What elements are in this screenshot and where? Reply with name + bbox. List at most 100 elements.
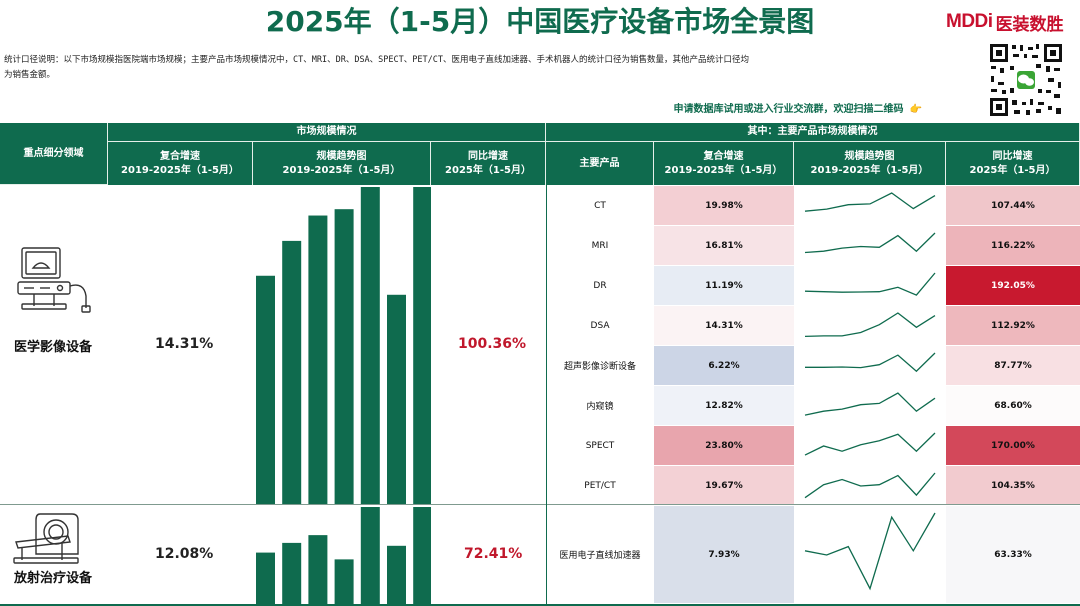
trend-bar (308, 535, 328, 604)
sparkline-path (804, 512, 936, 591)
header-product-yoy-line2: 2025年（1-5月） (969, 164, 1056, 176)
header-product-yoy: 同比增速 2025年（1-5月） (946, 142, 1080, 185)
product-name: 内窥镜 (546, 386, 654, 425)
sparkline-path (804, 392, 936, 416)
page-title: 2025年（1-5月）中国医疗设备市场全景图 (265, 5, 815, 38)
trend-bar (256, 275, 275, 504)
sparkline-path (805, 352, 936, 373)
segment-divider (0, 504, 1080, 505)
product-name-text: PET/CT (584, 480, 616, 491)
note-line-1: 统计口径说明：以下市场规模指医院端市场规模；主要产品市场规模情况中，CT、MRI… (4, 55, 749, 65)
product-yoy: 87.77% (946, 346, 1080, 385)
product-cagr-text: 19.67% (705, 480, 743, 491)
product-yoy-text: 192.05% (991, 280, 1035, 291)
product-yoy-text: 87.77% (994, 360, 1032, 371)
product-trend-sparkline (804, 472, 936, 499)
apply-banner[interactable]: 申请数据库试用或进入行业交流群，欢迎扫描二维码 👉 (600, 100, 922, 115)
product-cagr-text: 23.80% (705, 440, 743, 451)
trend-bar (308, 215, 328, 504)
header-cagr-line2: 2019-2025年（1-5月） (121, 164, 239, 176)
ultrasound-machine-icon (17, 247, 91, 313)
logo-mark: MDDi (946, 11, 993, 32)
sparkline-path (804, 312, 936, 338)
product-yoy-text: 68.60% (994, 400, 1032, 411)
product-trend-sparkline (804, 432, 936, 456)
product-trend-sparkline (805, 352, 936, 373)
product-name-text: 超声影像诊断设备 (563, 362, 636, 372)
product-yoy: 104.35% (946, 466, 1080, 505)
trend-bar (334, 559, 354, 604)
product-name-text: DR (593, 280, 607, 291)
product-yoy-text: 112.92% (991, 320, 1035, 331)
trend-bar (334, 209, 354, 504)
product-name: MRI (546, 226, 654, 265)
header-trend-line1: 规模趋势图 (316, 150, 367, 162)
product-yoy-text: 116.22% (991, 240, 1035, 251)
product-cagr: 11.19% (654, 266, 794, 305)
product-name: CT (546, 186, 654, 225)
header-product-cagr-line1: 复合增速 (703, 150, 744, 162)
product-cagr: 19.67% (654, 466, 794, 505)
table-bottom-border (0, 604, 1080, 606)
product-cagr: 23.80% (654, 426, 794, 465)
linear-accelerator-icon (13, 513, 79, 564)
product-yoy: 192.05% (946, 266, 1080, 305)
product-name: DR (546, 266, 654, 305)
product-yoy-text: 107.44% (991, 200, 1035, 211)
header-product-trend: 规模趋势图 2019-2025年（1-5月） (794, 142, 946, 185)
segment-yoy: 100.36% (458, 336, 527, 352)
header-product-cagr: 复合增速 2019-2025年（1-5月） (654, 142, 794, 185)
product-cagr-text: 11.19% (705, 280, 743, 291)
product-yoy-text: 170.00% (991, 440, 1035, 451)
header-product-yoy-line1: 同比增速 (992, 150, 1033, 162)
segment-name: 医学影像设备 (14, 340, 93, 355)
statistics-note: 统计口径说明：以下市场规模指医院端市场规模；主要产品市场规模情况中，CT、MRI… (4, 53, 964, 83)
trend-bar (387, 545, 406, 604)
product-trend-sparkline (804, 232, 936, 254)
header-product-trend-line2: 2019-2025年（1-5月） (810, 164, 929, 176)
logo-text: 医装数胜 (995, 14, 1064, 35)
header-yoy-line2: 2025年（1-5月） (445, 164, 531, 176)
segment-yoy: 72.41% (464, 546, 523, 562)
trend-bar (360, 187, 380, 504)
trend-bar (360, 507, 380, 604)
brand-logo: MDDi 医装数胜 (946, 8, 1064, 36)
sparkline-path (804, 272, 936, 296)
product-yoy-text: 104.35% (991, 480, 1035, 491)
product-trend-sparkline (804, 272, 936, 296)
segment-trend-bar-chart (256, 187, 431, 504)
product-yoy: 170.00% (946, 426, 1080, 465)
header-product-trend-line1: 规模趋势图 (844, 150, 895, 162)
segment-cagr: 12.08% (155, 546, 214, 562)
qr-code-icon[interactable] (988, 42, 1064, 118)
product-cagr-text: 14.31% (705, 320, 743, 331)
header-trend-line2: 2019-2025年（1-5月） (282, 164, 401, 176)
product-cagr: 12.82% (654, 386, 794, 425)
product-yoy: 112.92% (946, 306, 1080, 345)
segment-cagr: 14.31% (155, 336, 214, 352)
product-cagr-text: 12.82% (705, 400, 743, 411)
header-yoy: 同比增速 2025年（1-5月） (431, 142, 546, 185)
product-cagr-text: 16.81% (705, 240, 743, 251)
product-name-text: DSA (590, 320, 610, 331)
product-name-text: MRI (591, 240, 609, 251)
header-cagr-line1: 复合增速 (159, 150, 200, 162)
product-name: DSA (546, 306, 654, 345)
product-cagr: 19.98% (654, 186, 794, 225)
header-product: 主要产品 (546, 142, 654, 185)
product-yoy: 68.60% (946, 386, 1080, 425)
sparkline-path (804, 192, 936, 212)
header-product-cagr-line2: 2019-2025年（1-5月） (664, 164, 783, 176)
product-name-text: SPECT (585, 440, 615, 451)
product-yoy: 116.22% (946, 226, 1080, 265)
product-cagr: 16.81% (654, 226, 794, 265)
product-cagr-text: 19.98% (705, 200, 743, 211)
header-cagr: 复合增速 2019-2025年（1-5月） (108, 142, 253, 185)
pointing-hand-icon: 👉 (909, 104, 922, 115)
trend-bar (387, 294, 406, 504)
header-market-group: 市场规模情况 (108, 123, 546, 142)
product-cagr-text: 6.22% (708, 360, 740, 371)
trend-bar (413, 187, 431, 504)
note-line-2: 为销售金额。 (4, 70, 56, 80)
sparkline-path (804, 232, 936, 254)
